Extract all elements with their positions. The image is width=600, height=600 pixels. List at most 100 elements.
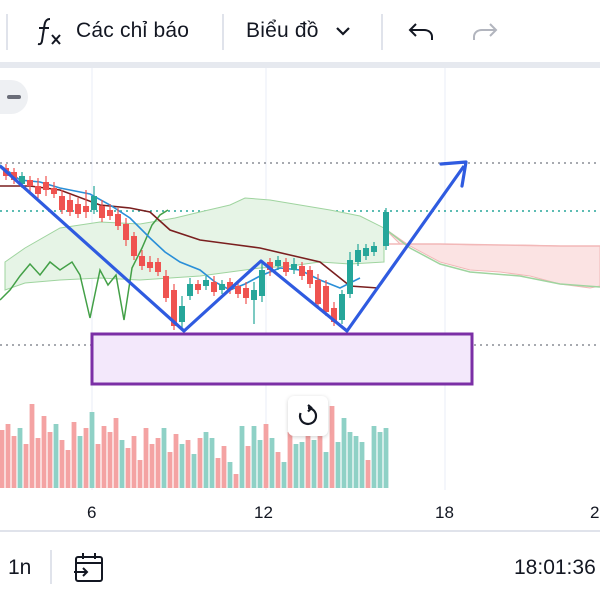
candle-body [59, 196, 65, 210]
volume-bar [269, 438, 275, 488]
chart-type-label: Biểu đồ [246, 19, 319, 42]
volume-bar [341, 418, 347, 488]
candle-body [91, 196, 97, 210]
ichimoku-span-a [383, 227, 600, 288]
candle-body [147, 262, 153, 268]
volume-series [0, 404, 389, 488]
calendar-goto-icon[interactable] [72, 551, 106, 585]
target-zone-rectangle [90, 332, 474, 386]
volume-bar [377, 432, 383, 488]
volume-bar [347, 432, 353, 488]
indicators-label: Các chỉ báo [76, 19, 190, 42]
volume-bar [215, 458, 221, 488]
candle-body [347, 260, 353, 294]
volume-bar [287, 432, 293, 488]
bottom-divider [50, 550, 52, 584]
volume-bar [143, 428, 149, 488]
candle-body [67, 200, 73, 212]
volume-bar [365, 460, 371, 488]
volume-bar [149, 444, 155, 488]
function-icon [37, 18, 61, 46]
candle-body [219, 284, 225, 290]
candle-body [339, 294, 345, 320]
candle-body [83, 206, 89, 212]
volume-bar [35, 438, 41, 488]
volume-bar [257, 440, 263, 488]
candle-body [299, 266, 305, 276]
volume-bar [281, 462, 287, 488]
volume-bar [227, 462, 233, 488]
price-chart[interactable] [0, 68, 600, 530]
volume-bar [0, 430, 5, 488]
candle-body [139, 256, 145, 266]
candle-body [235, 286, 241, 294]
candle-body [187, 284, 193, 296]
candle-body [35, 186, 41, 194]
candle-body [163, 276, 169, 298]
volume-bar [275, 452, 281, 488]
candle-body [203, 280, 209, 286]
volume-bar [65, 450, 71, 488]
candle-body [291, 264, 297, 270]
volume-bar [47, 432, 53, 488]
volume-bar [107, 432, 113, 488]
candle-body [123, 224, 129, 240]
candle-body [227, 282, 233, 290]
candle-body [27, 180, 33, 186]
volume-bar [5, 424, 11, 488]
ichimoku-span-b [384, 243, 600, 247]
volume-bar [89, 412, 95, 488]
minus-icon [7, 95, 21, 99]
interval-button[interactable]: 1n [8, 556, 32, 579]
candle-body [75, 204, 81, 214]
volume-bar [221, 446, 227, 488]
volume-bar [137, 460, 143, 488]
volume-bar [17, 428, 23, 488]
undo-button[interactable] [406, 11, 436, 51]
volume-bar [101, 426, 107, 488]
x-axis-tick: 18 [435, 503, 454, 522]
volume-bar [41, 416, 47, 488]
redo-button[interactable] [470, 11, 500, 51]
volume-bar [245, 446, 251, 488]
x-axis-tick: 12 [254, 503, 273, 522]
reset-chart-button[interactable] [288, 396, 328, 436]
candle-body [259, 270, 265, 296]
candle-body [355, 250, 361, 262]
volume-bar [167, 452, 173, 488]
toolbar-divider [381, 14, 383, 50]
candle-body [383, 212, 389, 246]
volume-bar [197, 438, 203, 488]
candle-body [371, 246, 377, 252]
volume-bar [335, 442, 341, 488]
volume-bar [311, 440, 317, 488]
bottom-bar: 1n 18:01:36 [0, 532, 600, 600]
candlestick-series [3, 164, 389, 330]
chart-type-button[interactable]: Biểu đồ [246, 11, 353, 51]
volume-bar [293, 444, 299, 488]
candle-body [131, 236, 137, 256]
volume-bar [179, 444, 185, 488]
volume-bar [329, 406, 335, 488]
volume-bar [155, 438, 161, 488]
candle-body [99, 206, 105, 218]
x-axis-tick: 6 [87, 503, 97, 522]
candle-body [307, 270, 313, 284]
volume-bar [209, 438, 215, 488]
volume-bar [383, 428, 389, 488]
candle-body [211, 282, 217, 292]
volume-bar [371, 426, 377, 488]
chikou-span [0, 209, 169, 321]
volume-bar [161, 428, 167, 488]
indicators-button[interactable]: Các chỉ báo [34, 11, 189, 51]
volume-bar [173, 434, 179, 488]
candle-body [171, 290, 177, 326]
collapse-legend-button[interactable] [0, 80, 28, 114]
candle-body [243, 288, 249, 298]
volume-bar [191, 454, 197, 488]
candle-body [363, 248, 369, 256]
ichimoku-cloud-bearish [383, 227, 600, 289]
candle-body [323, 286, 329, 312]
volume-bar [95, 444, 101, 488]
volume-bar [71, 422, 77, 488]
